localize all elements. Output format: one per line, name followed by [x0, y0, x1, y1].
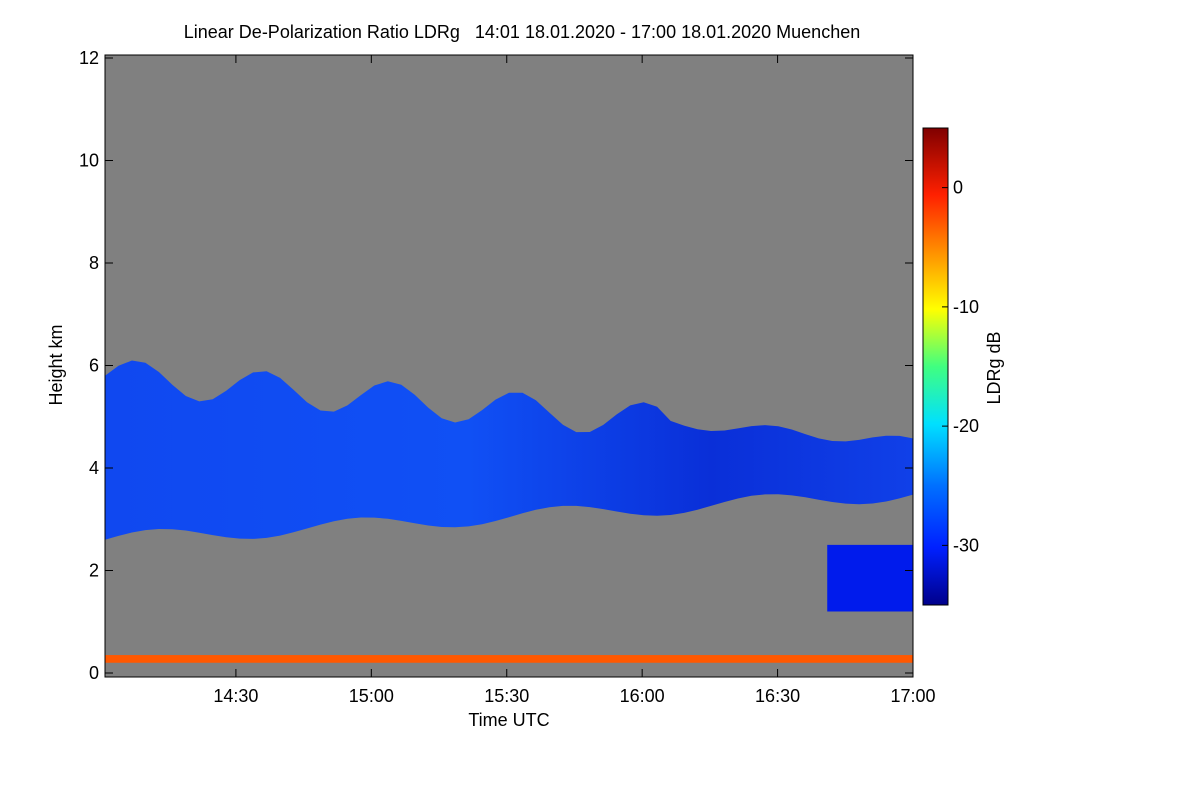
colorbar: [922, 127, 949, 606]
colorbar-tick-label: -10: [953, 297, 979, 317]
colorbar-label: LDRg dB: [984, 331, 1004, 404]
x-tick-label: 15:30: [484, 686, 529, 706]
feature-near-surface-band: [105, 655, 913, 663]
y-tick-label: 12: [79, 48, 99, 68]
x-tick-label: 14:30: [213, 686, 258, 706]
colorbar-ticks: 0 -10 -20 -30: [942, 178, 979, 555]
x-tick-label: 16:00: [620, 686, 665, 706]
y-tick-label: 8: [89, 253, 99, 273]
y-tick-label: 6: [89, 356, 99, 376]
x-axis-label: Time UTC: [468, 710, 549, 730]
feature-low-cloud-patch: [827, 544, 913, 612]
colorbar-tick-label: -30: [953, 535, 979, 555]
y-tick-label: 4: [89, 458, 99, 478]
y-tick-label: 2: [89, 561, 99, 581]
x-axis-ticks: 14:30 15:00 15:30 16:00 16:30 17:00: [213, 55, 936, 706]
x-tick-label: 17:00: [890, 686, 935, 706]
x-tick-label: 16:30: [755, 686, 800, 706]
plot-background: [105, 55, 913, 677]
colorbar-tick-label: -20: [953, 416, 979, 436]
y-tick-label: 10: [79, 151, 99, 171]
chart-title: Linear De-Polarization Ratio LDRg 14:01 …: [184, 22, 860, 42]
y-axis-ticks: 0 2 4 6 8 10 12: [79, 48, 913, 683]
y-axis-label: Height km: [46, 324, 66, 405]
y-tick-label: 0: [89, 663, 99, 683]
feature-main-cloud-layer: [105, 360, 913, 540]
colorbar-tick-label: 0: [953, 178, 963, 198]
data-features: [105, 360, 913, 663]
x-tick-label: 15:00: [349, 686, 394, 706]
